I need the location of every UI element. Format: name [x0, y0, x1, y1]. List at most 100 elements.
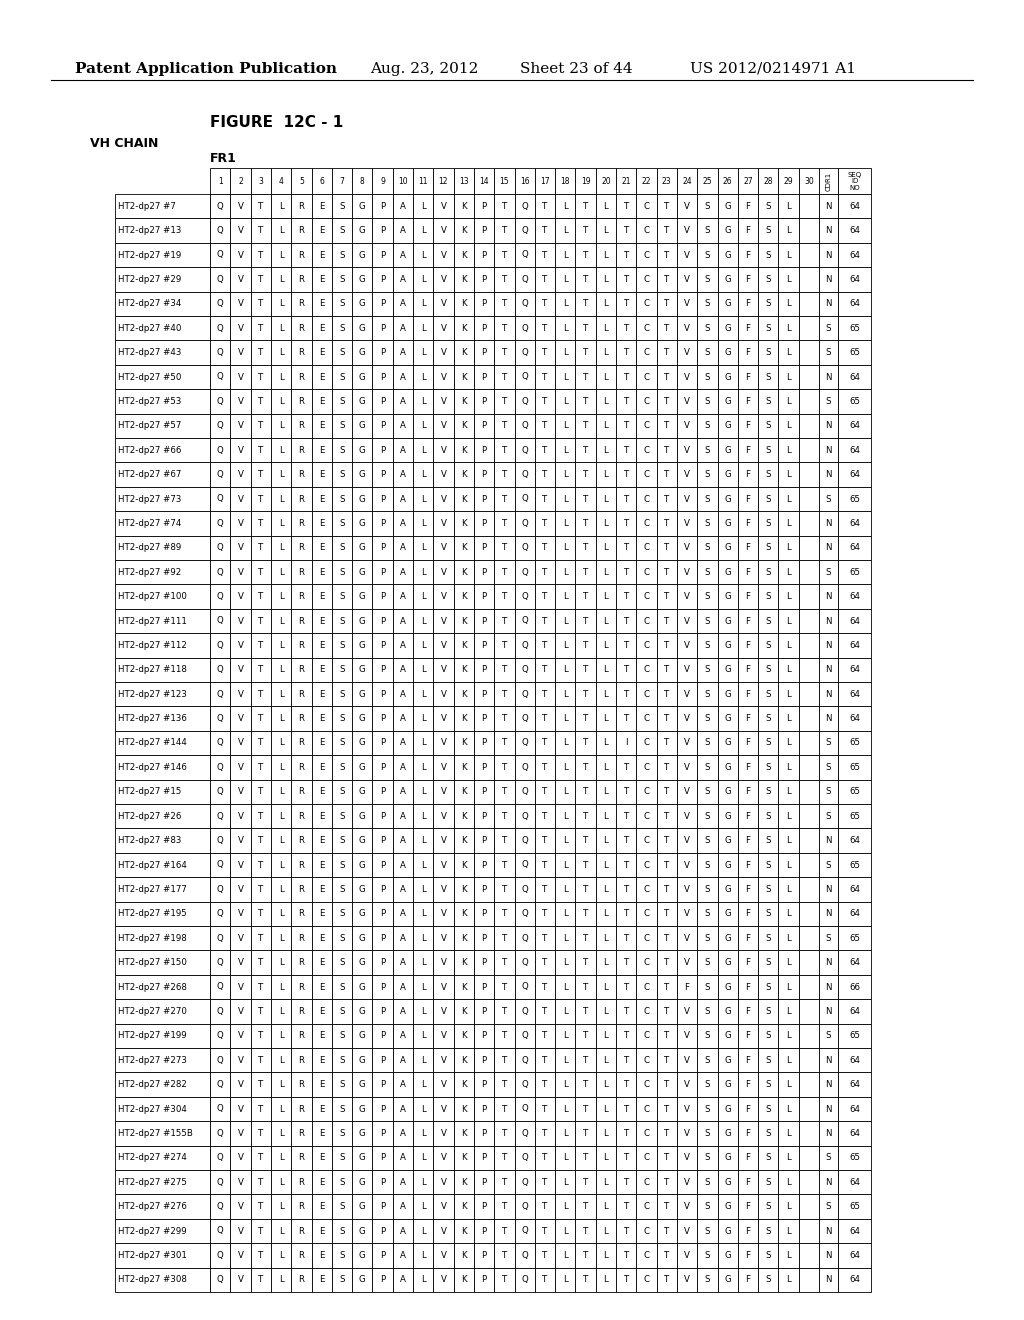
Bar [495, 829, 514, 853]
Text: S: S [705, 787, 710, 796]
Bar [495, 389, 514, 413]
Text: L: L [786, 787, 791, 796]
Bar [392, 438, 413, 462]
Text: S: S [705, 958, 710, 968]
Text: ID: ID [851, 178, 858, 183]
Text: Q: Q [521, 202, 528, 211]
Text: S: S [766, 275, 771, 284]
Bar [332, 1243, 352, 1267]
Text: E: E [318, 226, 325, 235]
Bar [352, 1218, 373, 1243]
Bar [271, 341, 291, 364]
Text: 65: 65 [849, 763, 860, 772]
Text: S: S [825, 861, 831, 870]
Bar [210, 1170, 230, 1195]
Text: L: L [603, 909, 608, 919]
Bar [474, 634, 495, 657]
Text: C: C [643, 1031, 649, 1040]
Text: E: E [318, 1226, 325, 1236]
Text: P: P [481, 1251, 486, 1259]
Text: L: L [786, 544, 791, 552]
Bar [514, 853, 535, 878]
Bar [799, 706, 819, 731]
Text: K: K [461, 689, 467, 698]
Text: 65: 65 [849, 1203, 860, 1212]
Text: L: L [563, 251, 567, 260]
Text: T: T [583, 421, 588, 430]
Bar [373, 999, 392, 1023]
Text: SEQ: SEQ [848, 172, 861, 177]
Bar [352, 1048, 373, 1072]
Bar [819, 1097, 838, 1121]
Bar [575, 364, 596, 389]
Text: K: K [461, 812, 467, 821]
Bar [575, 1195, 596, 1218]
Bar [454, 218, 474, 243]
Bar [697, 462, 718, 487]
Bar [495, 731, 514, 755]
Text: 64: 64 [849, 421, 860, 430]
Text: Q: Q [217, 568, 223, 577]
Text: T: T [258, 738, 263, 747]
Text: G: G [724, 1251, 731, 1259]
Text: K: K [461, 275, 467, 284]
Bar [575, 1243, 596, 1267]
Text: G: G [358, 1007, 366, 1016]
Bar [819, 927, 838, 950]
Text: T: T [583, 226, 588, 235]
Text: Q: Q [217, 323, 223, 333]
Text: G: G [358, 202, 366, 211]
Text: V: V [440, 323, 446, 333]
Text: A: A [400, 884, 406, 894]
Text: L: L [786, 348, 791, 358]
Bar [718, 731, 738, 755]
Bar [514, 1146, 535, 1170]
Bar [738, 1195, 758, 1218]
Bar [697, 168, 718, 194]
Text: G: G [358, 909, 366, 919]
Text: F: F [745, 616, 751, 626]
Bar [210, 853, 230, 878]
Text: T: T [258, 593, 263, 601]
Bar [656, 292, 677, 315]
Bar [799, 634, 819, 657]
Bar [115, 1097, 210, 1121]
Bar [799, 1121, 819, 1146]
Text: V: V [238, 251, 244, 260]
Text: F: F [745, 519, 751, 528]
Text: P: P [481, 323, 486, 333]
Bar [799, 1023, 819, 1048]
Text: L: L [279, 202, 284, 211]
Bar [718, 364, 738, 389]
Bar [718, 829, 738, 853]
Bar [758, 511, 778, 536]
Text: C: C [643, 348, 649, 358]
Bar [352, 292, 373, 315]
Bar [616, 999, 636, 1023]
Text: F: F [745, 861, 751, 870]
Text: F: F [745, 323, 751, 333]
Bar [392, 1023, 413, 1048]
Text: E: E [318, 495, 325, 503]
Bar [596, 902, 616, 927]
Text: 64: 64 [849, 544, 860, 552]
Bar [819, 487, 838, 511]
Text: S: S [825, 1203, 831, 1212]
Bar [495, 853, 514, 878]
Bar [778, 560, 799, 585]
Text: A: A [400, 1031, 406, 1040]
Text: V: V [238, 593, 244, 601]
Text: P: P [380, 738, 385, 747]
Bar [778, 1170, 799, 1195]
Text: HT2-dp27 #273: HT2-dp27 #273 [118, 1056, 186, 1065]
Text: V: V [440, 226, 446, 235]
Text: V: V [684, 1251, 690, 1259]
Text: V: V [238, 372, 244, 381]
Text: T: T [258, 933, 263, 942]
Text: T: T [583, 470, 588, 479]
Bar [697, 1072, 718, 1097]
Bar [454, 1218, 474, 1243]
Text: N: N [825, 642, 831, 649]
Text: V: V [238, 836, 244, 845]
Bar [555, 878, 575, 902]
